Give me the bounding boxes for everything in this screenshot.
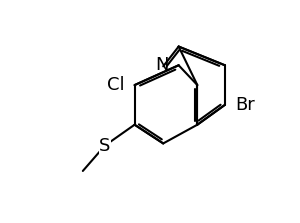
Text: S: S	[99, 137, 110, 155]
Text: Br: Br	[235, 96, 254, 114]
Text: Cl: Cl	[107, 76, 125, 94]
Text: N: N	[155, 56, 169, 74]
